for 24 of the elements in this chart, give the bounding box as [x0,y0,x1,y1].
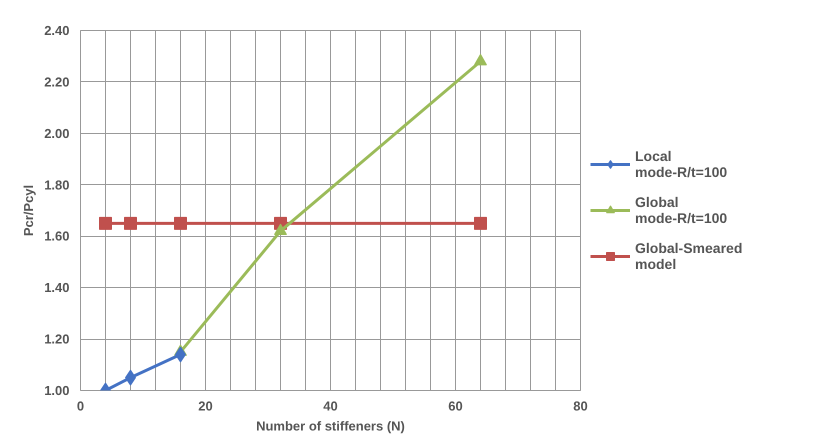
y-tick-label: 1.80 [44,177,70,192]
y-tick-label: 2.40 [44,23,70,38]
x-tick-label: 60 [448,398,463,414]
x-axis-title: Number of stiffeners (N) [256,418,405,434]
x-tick-label: 40 [323,398,338,414]
x-tick-label: 20 [198,398,213,414]
legend-label: Local mode-R/t=100 [635,148,728,180]
x-tick-label: 0 [76,398,84,414]
x-tick-label: 80 [573,398,588,414]
y-tick-label: 2.00 [44,126,70,141]
y-tick-label: 1.00 [44,383,70,398]
point [174,216,187,230]
y-tick-label: 1.40 [44,280,70,296]
legend-label: Global mode-R/t=100 [635,194,728,226]
legend-label: Global-Smeared model [635,240,742,272]
y-tick-label: 1.60 [44,228,70,244]
point [124,216,137,230]
point [274,224,287,236]
y-tick-label: 2.20 [44,74,70,90]
point [99,216,112,230]
y-tick-label: 1.20 [44,332,70,347]
point [474,54,487,66]
point [474,216,487,230]
y-axis-title: Pcr/Pcyl [21,184,36,236]
